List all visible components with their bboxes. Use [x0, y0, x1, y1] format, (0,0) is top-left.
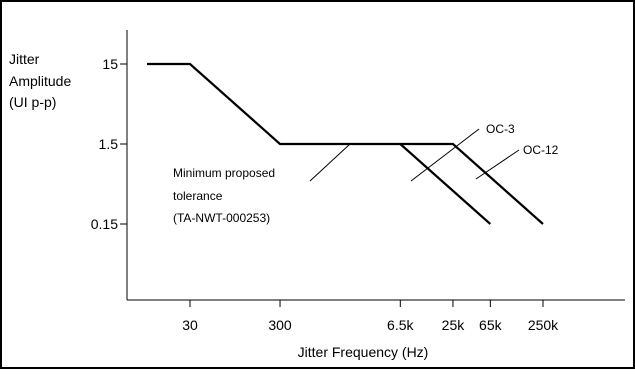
y-axis-label-line-1: Jitter: [9, 51, 40, 67]
y-tick-label-0: 15: [102, 56, 118, 72]
annotation-leader: [309, 143, 351, 182]
series-line-oc3: [147, 62, 492, 225]
y-tick-label-1: 1.5: [99, 136, 119, 152]
x-tick-label-3: 25k: [442, 317, 466, 333]
y-tick-label-2: 0.15: [91, 216, 118, 232]
annotation-line-1: Minimum proposed: [173, 166, 275, 180]
x-axis-label: Jitter Frequency (Hz): [298, 344, 429, 360]
x-tick-label-5: 250k: [528, 317, 559, 333]
x-tick-label-2: 6.5k: [387, 317, 414, 333]
annotation-line-3: (TA-NWT-000253): [173, 211, 270, 225]
y-axis-label-line-3: (UI p-p): [9, 94, 56, 110]
series-line-oc12: [400, 142, 544, 225]
series-label-oc3: OC-3: [486, 122, 515, 136]
x-tick-label-0: 30: [182, 317, 198, 333]
annotation-line-2: tolerance: [173, 189, 223, 203]
x-tick-label-1: 300: [268, 317, 292, 333]
y-axis-label-line-2: Amplitude: [9, 73, 71, 89]
series-label-oc12: OC-12: [523, 143, 559, 157]
oc3-leader: [410, 128, 480, 182]
oc12-leader: [475, 149, 520, 180]
x-tick-label-4: 65k: [479, 317, 503, 333]
